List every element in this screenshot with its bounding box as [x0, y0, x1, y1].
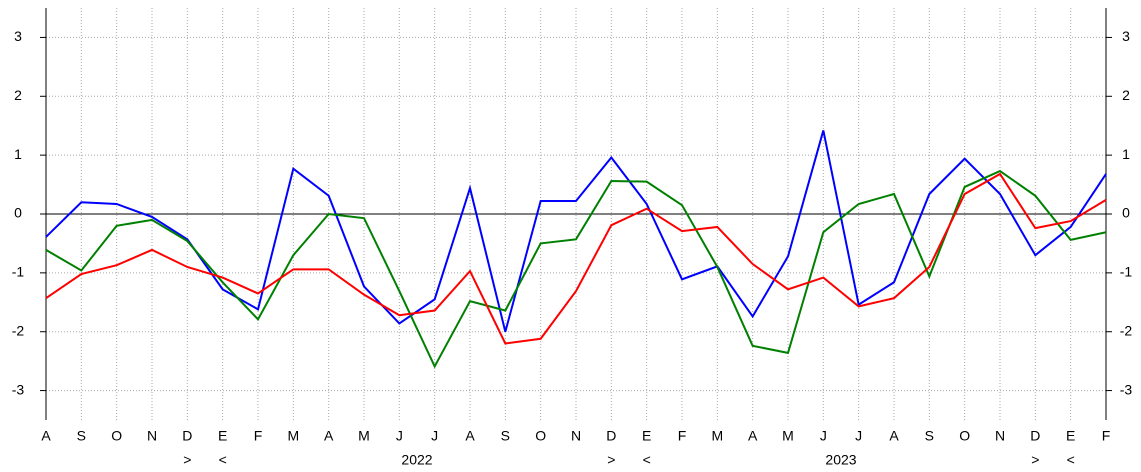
x-tick-label: E: [218, 428, 227, 444]
series-line: [45, 130, 1107, 332]
x-tick-label: M: [287, 428, 299, 444]
x-tick-label: F: [1102, 428, 1111, 444]
x-tick-label: S: [77, 428, 86, 444]
year-label: 2023: [825, 452, 856, 468]
x-tick-label: J: [431, 428, 438, 444]
x-tick-label: A: [41, 428, 51, 444]
x-tick-label: N: [571, 428, 581, 444]
y-tick-label: 0: [14, 205, 22, 221]
y2-tick-label: 1: [1122, 146, 1130, 162]
x-tick-label: J: [820, 428, 827, 444]
x-tick-label: J: [396, 428, 403, 444]
x-sublabel: >: [607, 452, 615, 468]
year-label: 2022: [401, 452, 432, 468]
x-tick-label: J: [855, 428, 862, 444]
y-tick-label: -1: [12, 264, 25, 280]
x-tick-label: S: [925, 428, 934, 444]
x-tick-label: A: [889, 428, 899, 444]
x-tick-label: N: [995, 428, 1005, 444]
x-tick-label: S: [501, 428, 510, 444]
series-line: [45, 172, 1107, 345]
y-tick-label: 2: [14, 87, 22, 103]
y2-tick-label: -2: [1120, 322, 1133, 338]
x-tick-label: D: [182, 428, 192, 444]
x-tick-label: N: [147, 428, 157, 444]
x-tick-label: A: [748, 428, 758, 444]
x-tick-label: E: [1066, 428, 1075, 444]
x-sublabel: >: [1031, 452, 1039, 468]
y-tick-label: 1: [14, 146, 22, 162]
x-tick-label: E: [642, 428, 651, 444]
x-tick-label: D: [1030, 428, 1040, 444]
x-tick-label: O: [535, 428, 546, 444]
x-tick-label: O: [111, 428, 122, 444]
y2-tick-label: 0: [1122, 205, 1130, 221]
x-tick-label: F: [678, 428, 687, 444]
series-line: [45, 169, 1107, 369]
y-tick-label: -2: [12, 322, 25, 338]
x-sublabel: >: [183, 452, 191, 468]
x-tick-label: F: [254, 428, 263, 444]
x-sublabel: <: [643, 452, 651, 468]
y2-tick-label: -1: [1120, 264, 1133, 280]
x-sublabel: <: [1067, 452, 1075, 468]
x-tick-label: A: [324, 428, 334, 444]
y-tick-label: 3: [14, 28, 22, 44]
x-tick-label: A: [465, 428, 475, 444]
y2-tick-label: 3: [1122, 28, 1130, 44]
x-sublabel: <: [219, 452, 227, 468]
x-tick-label: M: [782, 428, 794, 444]
y2-tick-label: 2: [1122, 87, 1130, 103]
x-tick-label: M: [358, 428, 370, 444]
y2-tick-label: -3: [1120, 381, 1133, 397]
x-tick-label: O: [959, 428, 970, 444]
x-tick-label: D: [606, 428, 616, 444]
x-tick-label: M: [711, 428, 723, 444]
y-tick-label: -3: [12, 381, 25, 397]
